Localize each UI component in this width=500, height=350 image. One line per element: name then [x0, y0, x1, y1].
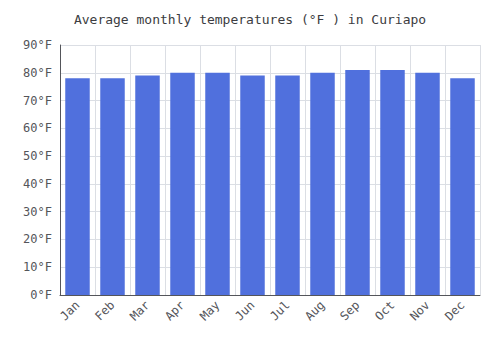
svg-text:Jun: Jun	[232, 298, 257, 323]
svg-text:20°F: 20°F	[23, 232, 52, 246]
svg-text:Jan: Jan	[57, 298, 82, 323]
svg-text:Nov: Nov	[407, 298, 432, 323]
svg-text:Apr: Apr	[162, 298, 187, 323]
svg-text:Oct: Oct	[372, 298, 397, 323]
svg-text:Mar: Mar	[127, 298, 152, 323]
svg-text:70°F: 70°F	[23, 94, 52, 108]
svg-text:40°F: 40°F	[23, 177, 52, 191]
svg-text:10°F: 10°F	[23, 260, 52, 274]
svg-text:May: May	[197, 298, 222, 323]
svg-text:30°F: 30°F	[23, 205, 52, 219]
svg-text:Sep: Sep	[337, 298, 362, 323]
svg-text:Dec: Dec	[442, 298, 467, 323]
svg-text:Aug: Aug	[302, 298, 327, 323]
svg-text:60°F: 60°F	[23, 121, 52, 135]
svg-text:80°F: 80°F	[23, 66, 52, 80]
svg-text:Feb: Feb	[92, 298, 117, 323]
svg-text:Jul: Jul	[267, 298, 292, 323]
svg-text:0°F: 0°F	[30, 288, 52, 302]
svg-text:50°F: 50°F	[23, 149, 52, 163]
svg-text:90°F: 90°F	[23, 38, 52, 52]
svg-text:Average monthly temperatures (: Average monthly temperatures (°F ) in Cu…	[74, 12, 426, 27]
